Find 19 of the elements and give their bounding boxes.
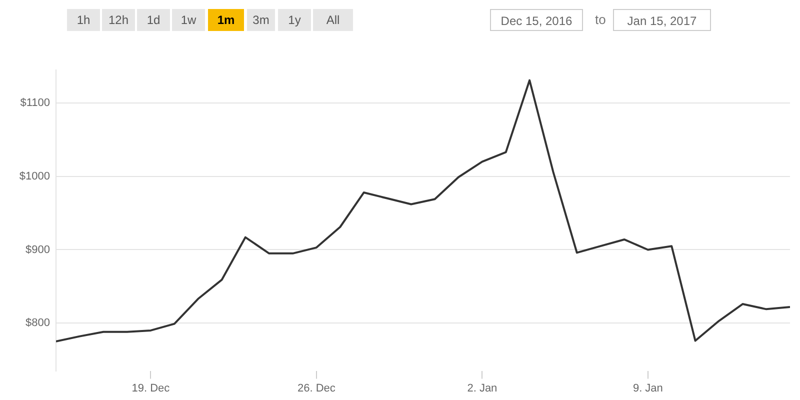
y-tick-label: $800 (26, 317, 50, 330)
y-tick-label: $1100 (20, 97, 50, 110)
x-tick-label: 2. Jan (467, 382, 498, 394)
range-button[interactable]: 1d (137, 9, 170, 31)
range-button[interactable]: 3m (247, 9, 275, 31)
x-tick-label: 26. Dec (297, 382, 336, 394)
x-tick-label: 19. Dec (132, 382, 170, 394)
range-button[interactable]: 1m (208, 9, 244, 31)
x-tick-label: 9. Jan (632, 382, 663, 394)
range-button[interactable]: All (313, 9, 353, 31)
range-button[interactable]: 1h (67, 9, 100, 31)
range-button[interactable]: 1y (278, 9, 311, 31)
text: to (595, 11, 606, 29)
range-button[interactable]: 12h (102, 9, 135, 31)
y-tick-label: $1000 (19, 170, 50, 182)
y-tick-label: $900 (26, 244, 50, 256)
end-date-field[interactable]: Jan 15, 2017 (613, 9, 711, 31)
range-button[interactable]: 1w (172, 9, 205, 31)
start-date-field[interactable]: Dec 15, 2016 (490, 9, 583, 31)
